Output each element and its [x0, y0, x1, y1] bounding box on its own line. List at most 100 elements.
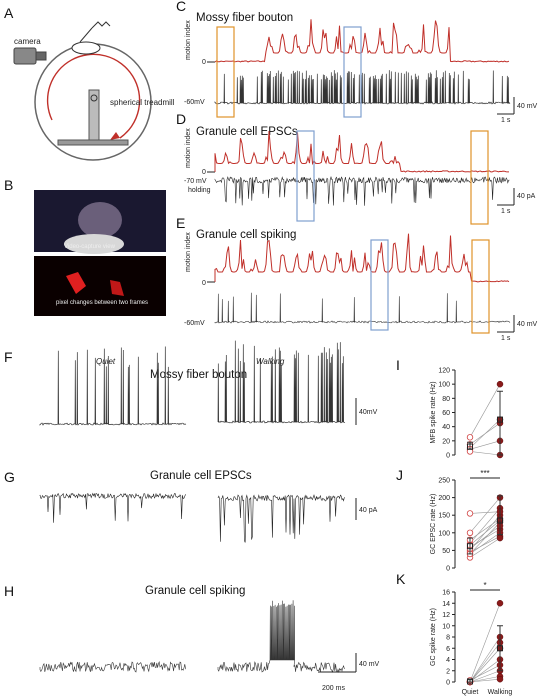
- panel-label-a: A: [4, 5, 14, 21]
- y-tick-label: 150: [438, 513, 450, 520]
- amplifier-icon: [91, 21, 111, 29]
- y-tick-label: 40: [442, 424, 450, 431]
- pair-line: [469, 536, 501, 553]
- treadmill-photo: [64, 234, 124, 254]
- treadmill-setup-diagram: camera spherical treadmill: [13, 21, 175, 161]
- y-tick-label: 80: [442, 396, 450, 403]
- mean-marker: [497, 517, 503, 524]
- mouse-icon: [71, 41, 101, 55]
- pair-line: [469, 451, 501, 456]
- pixel-change-blob: [110, 280, 124, 296]
- y-tick-label: 50: [442, 548, 450, 555]
- pair-line: [469, 636, 501, 683]
- y-tick-label: 6: [446, 646, 450, 653]
- mouse-photo: [78, 202, 122, 238]
- panel-d-holding-label-2: holding: [188, 187, 211, 194]
- panel-e-zero: 0: [202, 280, 206, 287]
- quiet-point: [466, 434, 474, 441]
- panel-c-quiet-box: [216, 26, 235, 118]
- y-tick-label: 120: [438, 368, 450, 375]
- y-tick-label: 250: [438, 478, 450, 485]
- y-axis-label: GC EPSC rate (Hz): [430, 494, 437, 555]
- pair-line: [469, 659, 501, 683]
- pair-line: [469, 678, 501, 683]
- panel-e-motion-trace: [214, 233, 510, 283]
- panel-d-motion-label: motion index: [185, 128, 192, 168]
- camera-icon: [13, 47, 37, 65]
- walking-point: [496, 675, 504, 683]
- panel-c-voltage-trace: [214, 70, 511, 105]
- x-category-label: Quiet: [462, 689, 479, 696]
- panel-e-quiet-box: [471, 239, 490, 334]
- pair-line: [469, 511, 501, 514]
- pair-line: [469, 603, 501, 683]
- panel-h-scale-v-label: 40 mV: [359, 661, 380, 668]
- panel-d-holding-label-1: -70 mV: [184, 178, 207, 185]
- quiet-label: Quiet: [96, 357, 116, 366]
- pixel-change-image: [34, 256, 166, 316]
- y-tick-label: 200: [438, 495, 450, 502]
- panel-e-scale-t-label: 1 s: [501, 335, 511, 342]
- panel-j-plot: 0 50 100 150 200 250 GC EPSC rate (Hz) ***: [430, 469, 504, 573]
- rotation-arrow-icon: [46, 53, 141, 139]
- pair-line: [469, 440, 501, 450]
- y-tick-label: 2: [446, 668, 450, 675]
- walking-point: [496, 380, 504, 388]
- pair-line: [469, 384, 501, 438]
- panel-c-vm-label: -60mV: [184, 99, 205, 106]
- pair-line: [469, 670, 501, 683]
- y-tick-label: 0: [446, 680, 450, 687]
- panel-h-walking-trace: [217, 600, 345, 674]
- mean-marker: [467, 443, 473, 450]
- panel-g-title: Granule cell EPSCs: [150, 470, 252, 482]
- y-tick-label: 10: [442, 623, 450, 630]
- panel-d-scale-i-label: 40 pA: [517, 193, 536, 200]
- panel-e-vm-label: -60mV: [184, 320, 205, 327]
- mean-marker: [497, 645, 503, 652]
- mean-marker: [467, 678, 473, 685]
- y-axis-label: GC spike rate (Hz): [430, 608, 437, 666]
- panel-f-title: Mossy fiber bouton: [150, 369, 247, 381]
- y-tick-label: 0: [446, 453, 450, 460]
- significance-label: *: [483, 581, 486, 590]
- panel-label-k: K: [396, 571, 406, 587]
- panel-e-scale-v-label: 40 mV: [517, 321, 538, 328]
- panel-c-motion-trace: [214, 19, 510, 63]
- panel-g-quiet-trace: [39, 492, 186, 523]
- pixel-caption: pixel changes between two frames: [56, 300, 148, 306]
- pair-line: [469, 497, 501, 533]
- x-category-label: Walking: [488, 689, 513, 696]
- camera-label: camera: [14, 37, 41, 46]
- pair-line: [469, 676, 501, 683]
- panel-d-title: Granule cell EPSCs: [196, 126, 298, 138]
- y-tick-label: 0: [446, 566, 450, 573]
- quiet-point: [466, 510, 474, 517]
- panel-c-title: Mossy fiber bouton: [196, 12, 293, 24]
- panel-label-c: C: [176, 0, 186, 14]
- panel-d-scale-t-label: 1 s: [501, 208, 511, 215]
- panel-f-walking-trace: [217, 340, 346, 424]
- panel-label-h: H: [4, 583, 14, 599]
- panel-h-scale-t-label: 200 ms: [322, 685, 345, 692]
- y-tick-label: 8: [446, 635, 450, 642]
- y-tick-label: 4: [446, 657, 450, 664]
- y-tick-label: 100: [438, 382, 450, 389]
- treadmill-label: spherical treadmill: [110, 98, 175, 107]
- axle-icon: [90, 94, 98, 102]
- video-caption: Video-capture view: [64, 244, 116, 250]
- panel-label-i: I: [396, 357, 400, 373]
- panel-label-d: D: [176, 111, 186, 127]
- panel-f-scale-label: 40mV: [359, 409, 378, 416]
- mean-marker: [497, 416, 503, 423]
- panel-e-motion-label: motion index: [185, 232, 192, 272]
- y-axis-label: MFB spike rate (Hz): [430, 381, 437, 443]
- y-tick-label: 20: [442, 438, 450, 445]
- panel-label-e: E: [176, 215, 185, 231]
- y-tick-label: 16: [442, 590, 450, 597]
- panel-g-scale-label: 40 pA: [359, 507, 378, 514]
- panel-d-motion-trace: [214, 130, 509, 173]
- pair-line: [469, 507, 501, 544]
- panel-d-current-trace: [214, 175, 510, 206]
